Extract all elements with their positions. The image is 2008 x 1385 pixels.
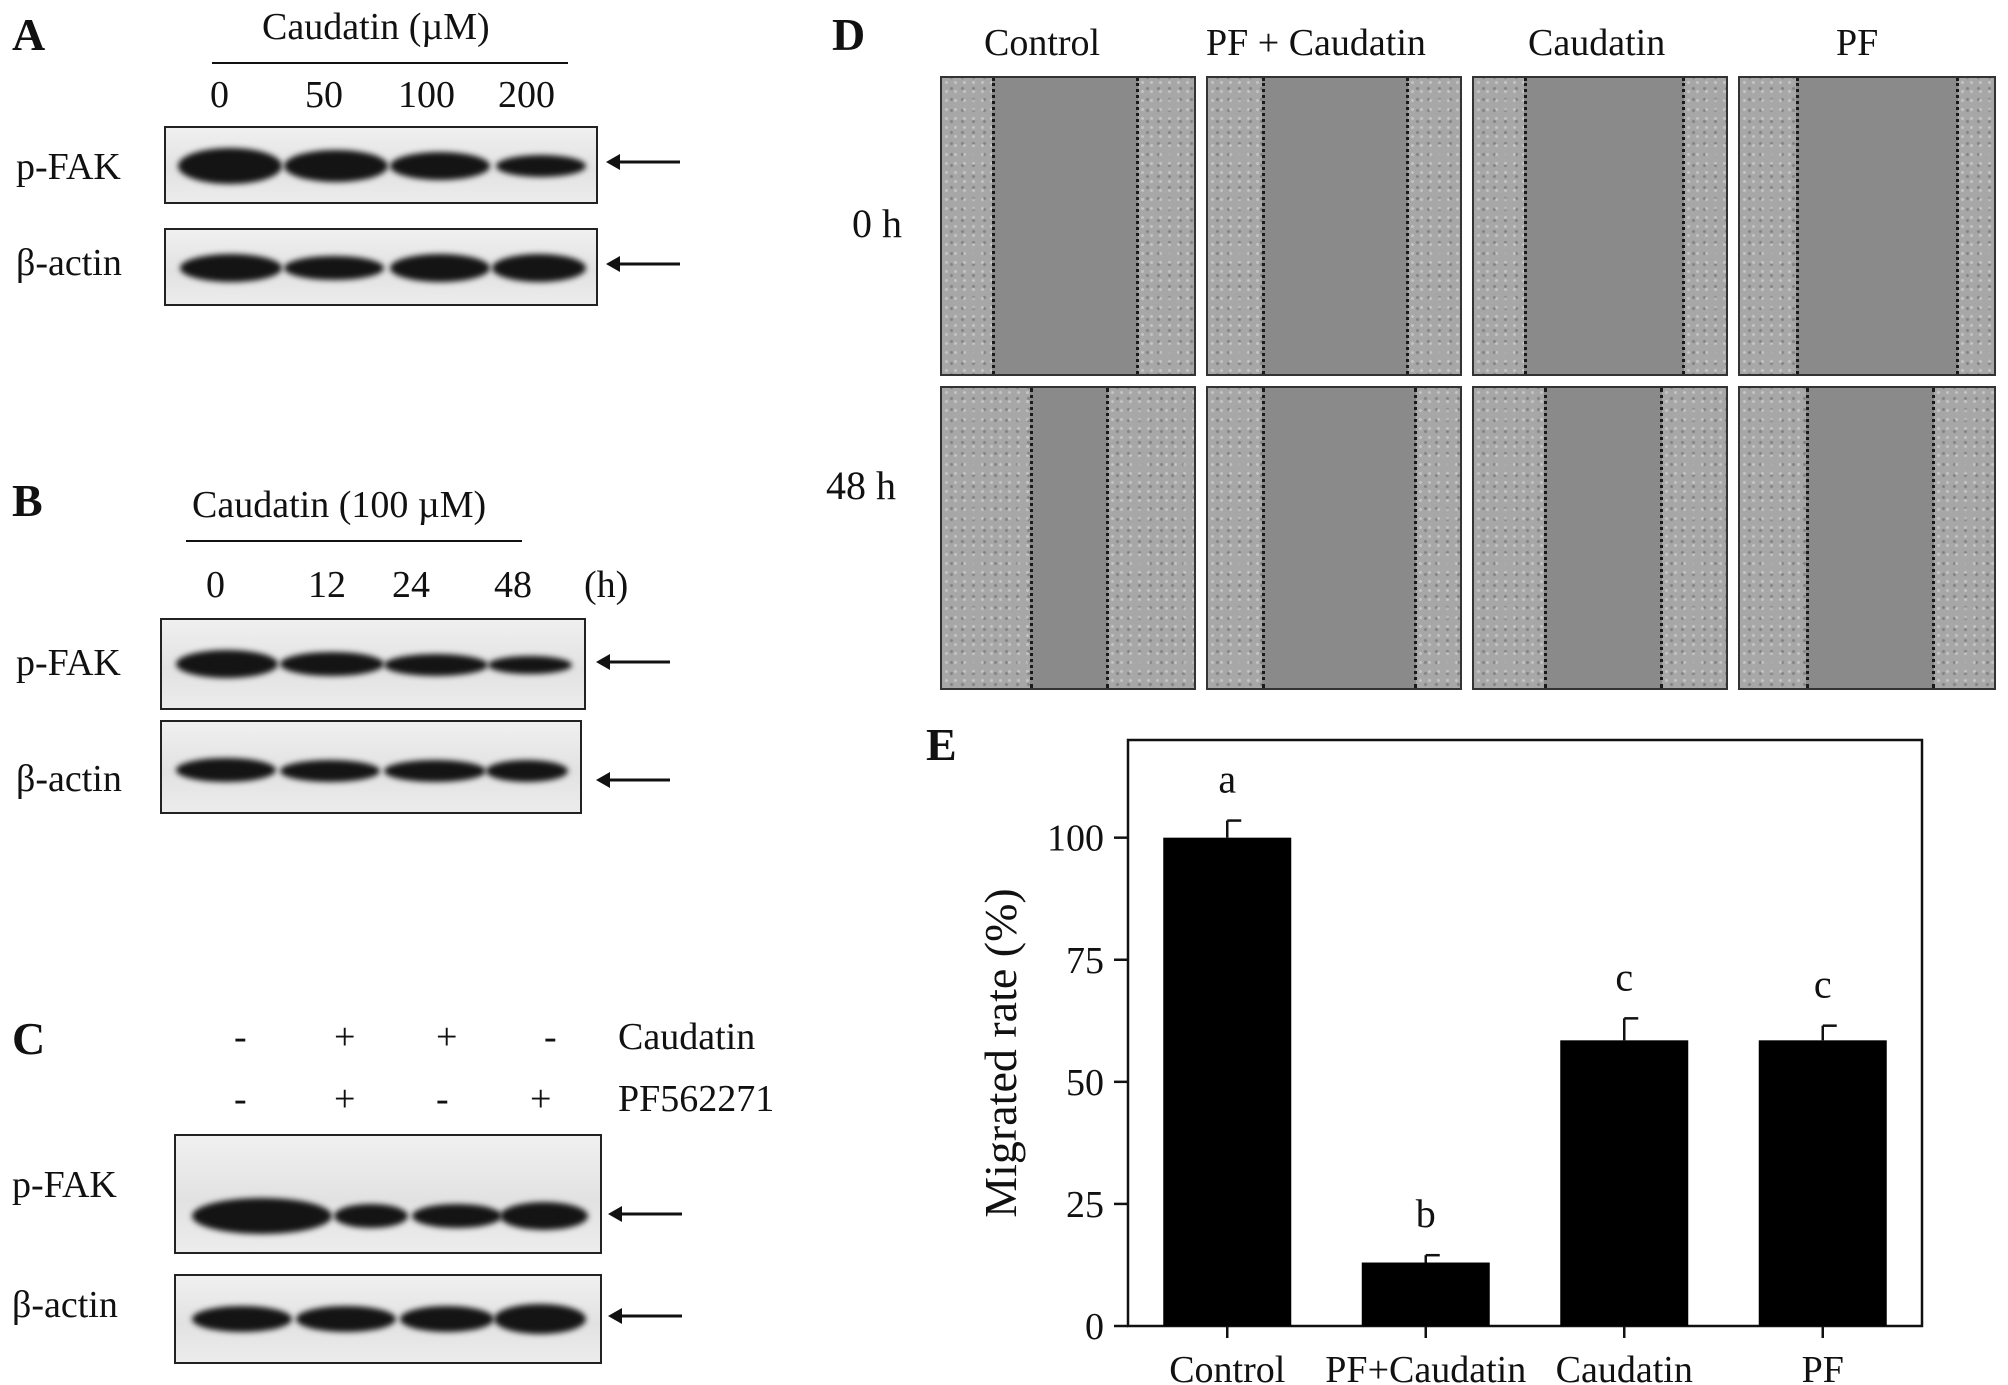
panel-c-caud-3: - (544, 1016, 557, 1058)
panel-b-lane-0: 0 (206, 564, 225, 606)
bar (1163, 837, 1292, 1326)
bar (1560, 1040, 1689, 1326)
y-tick-label: 50 (1066, 1062, 1104, 1104)
y-tick-label: 100 (1047, 818, 1104, 860)
panel-a-treatment: Caudatin (µM) (262, 6, 490, 48)
panel-b-lane-3: 48 (494, 564, 532, 606)
panel-b-arrow-pfak (596, 650, 672, 679)
panel-b-arrow-actin (596, 768, 672, 797)
panel-a-row-actin: β-actin (16, 242, 122, 284)
significance-letter: a (1218, 757, 1236, 802)
panel-c-row-pfak: p-FAK (12, 1164, 117, 1206)
panel-b-row-pfak: p-FAK (16, 642, 121, 684)
panel-a-rule (212, 62, 568, 64)
wound-image-caudatin-0h (1472, 76, 1728, 376)
bar (1758, 1040, 1887, 1326)
panel-d-time-48h: 48 h (826, 463, 896, 508)
plot-frame (1126, 738, 1924, 1328)
y-tick-label: 75 (1066, 940, 1104, 982)
panel-c-caud-1: + (334, 1016, 356, 1058)
panel-e-letter: E (926, 719, 957, 770)
x-tick-label: PF (1802, 1349, 1844, 1385)
panel-b-blot-actin (160, 720, 582, 814)
significance-letter: c (1814, 962, 1832, 1007)
panel-c-blot-actin (174, 1274, 602, 1364)
panel-c-row-actin: β-actin (12, 1284, 118, 1326)
panel-c-pf-3: + (530, 1078, 552, 1120)
wound-image-pf-48h (1738, 386, 1996, 690)
panel-b-treatment: Caudatin (100 µM) (192, 484, 487, 526)
wound-image-pf-caudatin-0h (1206, 76, 1462, 376)
panel-a-letter: A (12, 9, 46, 60)
panel-c-pf-label: PF562271 (618, 1078, 775, 1120)
panel-a-lane-1: 50 (305, 74, 343, 116)
panel-d-col-pf: PF (1836, 22, 1879, 64)
panel-d-time-0h: 0 h (852, 201, 902, 246)
x-tick-label: PF+Caudatin (1325, 1349, 1526, 1385)
y-tick-label: 0 (1085, 1306, 1104, 1348)
panel-a-blot-pfak (164, 126, 598, 204)
panel-b-letter: B (12, 475, 43, 526)
y-tick-label: 25 (1066, 1184, 1104, 1226)
panel-d-col-caudatin: Caudatin (1528, 22, 1666, 64)
panel-a-row-pfak: p-FAK (16, 146, 121, 188)
panel-a-lane-0: 0 (210, 74, 229, 116)
panel-c-pf-2: - (436, 1078, 449, 1120)
wound-image-caudatin-48h (1472, 386, 1728, 690)
panel-b-lane-2: 24 (392, 564, 430, 606)
panel-d-col-pf-caudatin: PF + Caudatin (1206, 22, 1426, 64)
significance-letter: b (1416, 1191, 1436, 1236)
panel-b-row-actin: β-actin (16, 758, 122, 800)
panel-d-col-control: Control (984, 22, 1101, 64)
x-tick-label: Control (1169, 1349, 1285, 1385)
significance-letter: c (1615, 954, 1633, 999)
panel-c-caudatin-label: Caudatin (618, 1016, 756, 1058)
panel-a-blot-actin (164, 228, 598, 306)
panel-b-blot-pfak (160, 618, 586, 710)
x-tick-label: Caudatin (1556, 1349, 1693, 1385)
panel-c-arrow-pfak (608, 1202, 684, 1231)
panel-d-letter: D (832, 9, 866, 60)
panel-c-arrow-actin (608, 1304, 684, 1333)
panel-a-arrow-actin (606, 252, 682, 281)
panel-a-lane-3: 200 (498, 74, 555, 116)
panel-a-arrow-pfak (606, 150, 682, 179)
panel-c-caud-0: - (234, 1016, 247, 1058)
panel-a-lane-2: 100 (398, 74, 455, 116)
panel-b-unit: (h) (584, 564, 629, 606)
panel-b-lane-1: 12 (308, 564, 346, 606)
panel-c-pf-1: + (334, 1078, 356, 1120)
panel-c-pf-0: - (234, 1078, 247, 1120)
panel-c-letter: C (12, 1013, 46, 1064)
wound-image-control-0h (940, 76, 1196, 376)
wound-image-pf-caudatin-48h (1206, 386, 1462, 690)
panel-c-blot-pfak (174, 1134, 602, 1254)
wound-image-pf-0h (1738, 76, 1996, 376)
bar (1361, 1262, 1490, 1326)
panel-b-rule (186, 540, 522, 542)
panel-c-caud-2: + (436, 1016, 458, 1058)
wound-image-control-48h (940, 386, 1196, 690)
y-axis-label: Migrated rate (%) (975, 888, 1026, 1218)
